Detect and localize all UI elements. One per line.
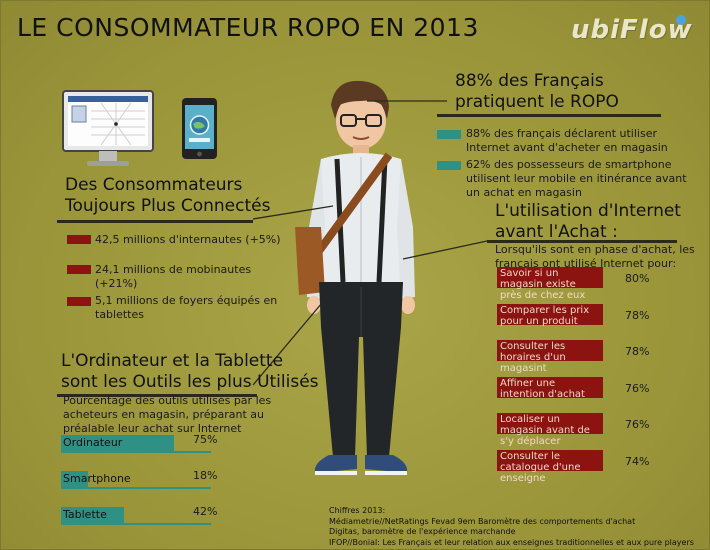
tools-bar-1 [61,435,174,451]
tools-bar-label-2: Smartphone [63,472,131,485]
tools-bar-value-1: 75% [193,433,218,446]
smartphone-icon [182,98,217,159]
tools-bar-label-1: Ordinateur [63,436,123,449]
tools-description: Pourcentage des outils utilisés par les … [63,394,272,435]
tools-underline [57,394,257,397]
connected-heading-line2: Toujours Plus Connectés [65,196,271,216]
person-illustration [295,80,415,475]
ropo-item-2: 62% des possesseurs de smartphone utilis… [466,158,687,199]
usage-heading-line1: L'utilisation d'Internet [495,201,681,221]
usage-item-label-3: Consulter les horaires d'un magasint [497,340,603,374]
source-line-2: Digitas, baromètre de l'expérience march… [329,527,516,536]
tools-bar-baseline-2 [61,487,211,489]
tools-bar-baseline-1 [61,451,211,453]
connected-item-1: 42,5 millions d'internautes (+5%) [95,233,281,246]
usage-item-label-1: Savoir si un magasin existe près de chez… [497,267,603,301]
ropo-item-1: 88% des français déclarent utiliser Inte… [466,127,668,154]
ropo-bullet-1 [437,130,461,139]
page-title: LE CONSOMMATEUR ROPO EN 2013 [17,13,479,42]
usage-item-value-3: 78% [625,345,650,358]
usage-item-label-5: Localiser un magasin avant de s'y déplac… [497,413,603,447]
tools-heading-line1: L'Ordinateur et la Tablette [61,351,284,371]
usage-heading: L'utilisation d'Internet avant l'Achat : [495,201,681,243]
connected-item-3: 5,1 millions de foyers équipés en tablet… [95,294,278,321]
desktop-computer-icon [62,90,154,166]
connected-heading-line1: Des Consommateurs [65,175,243,195]
tools-bar-chart: Ordinateur 75% Smartphone 18% Tablette 42% [61,433,261,535]
ropo-heading: 88% des Français pratiquent le ROPO [455,71,619,113]
ropo-heading-line2: pratiquent le ROPO [455,92,619,112]
connected-bullet-1 [67,235,91,244]
usage-description: Lorsqu'ils sont en phase d'achat, les fr… [495,243,695,270]
connected-bullet-2 [67,265,91,274]
connected-heading: Des Consommateurs Toujours Plus Connecté… [65,175,270,217]
tools-bar-3 [61,507,124,523]
sources: Chiffres 2013: Médiametrie//NetRatings F… [329,506,709,548]
ropo-bullet-2 [437,161,461,170]
connected-item-2: 24,1 millions de mobinautes (+21%) [95,263,252,290]
sources-heading: Chiffres 2013: [329,506,386,515]
tools-bar-value-3: 42% [193,505,218,518]
usage-heading-line2: avant l'Achat : [495,222,618,242]
usage-item-label-4: Affiner une intention d'achat [497,377,603,400]
source-line-1: Médiametrie//NetRatings Fevad 9em Baromè… [329,516,636,526]
ropo-underline [437,114,661,117]
usage-underline [487,240,677,243]
logo-bird-icon [676,15,686,25]
tools-bar-label-3: Tablette [63,508,107,521]
connected-bullet-3 [67,297,91,306]
tools-bar-baseline-3 [61,523,211,525]
brand-logo: ubiFlow [571,15,693,45]
usage-item-value-1: 80% [625,272,650,285]
usage-item-label-2: Comparer les prix pour un produit [497,304,603,327]
tools-heading-line2: sont les Outils les plus Utilisés [61,372,319,392]
tools-bar-2 [61,471,88,487]
usage-item-value-2: 78% [625,309,650,322]
tools-heading: L'Ordinateur et la Tablette sont les Out… [61,351,319,393]
source-line-3: IFOP//Bonial: Les Français et leur relat… [329,537,694,547]
tools-bar-value-2: 18% [193,469,218,482]
ropo-heading-line1: 88% des Français [455,71,604,91]
usage-list: Savoir si un magasin existe près de chez… [497,267,687,487]
usage-item-value-4: 76% [625,382,650,395]
usage-item-label-6: Consulter le catalogue d'une enseigne [497,450,603,484]
usage-item-value-5: 76% [625,418,650,431]
usage-item-value-6: 74% [625,455,650,468]
connected-underline [57,220,253,223]
